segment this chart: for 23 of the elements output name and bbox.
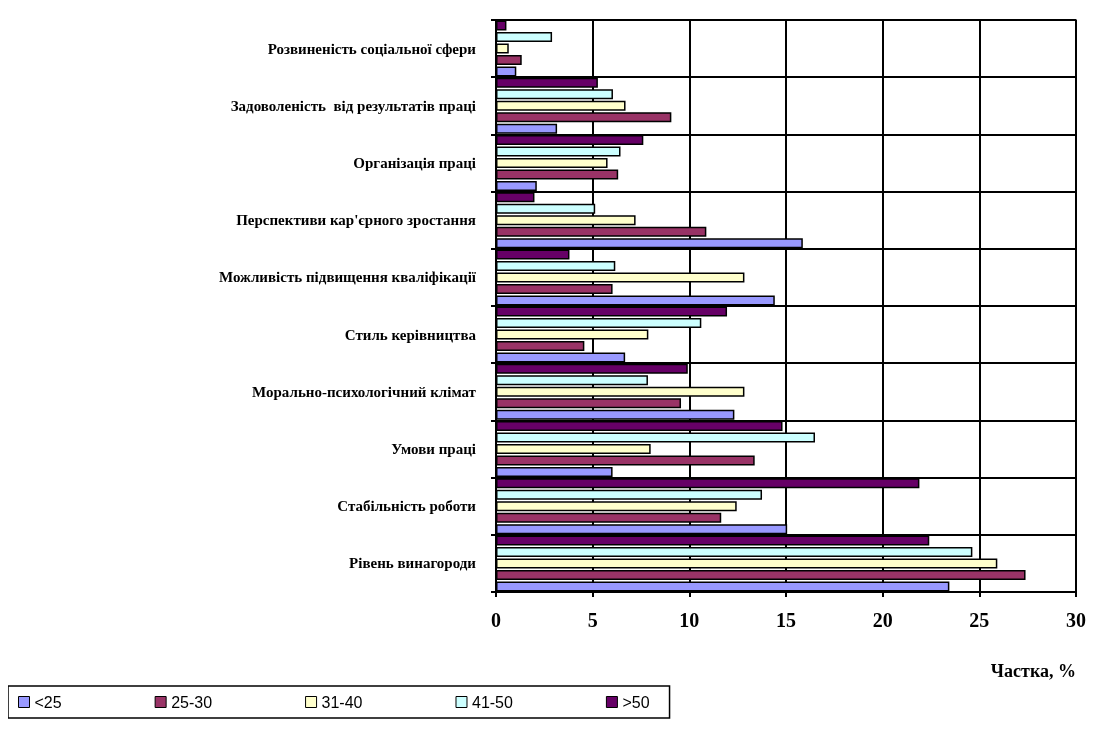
legend-label: 31-40 [321,693,363,711]
legend-label: <25 [34,693,62,711]
y-tick-label: Умови праці [391,441,476,457]
y-tick-label: Перспективи кар'єрного зростання [236,212,476,229]
y-tick-label: Морально-психологічний клімат [252,383,477,400]
x-axis-title: Частка, % [990,661,1076,681]
x-tick-label: 15 [776,609,796,631]
legend-label: 25-30 [171,693,213,711]
legend-label: 41-50 [471,693,514,711]
y-tick-label: Задоволеність від результатів праці [230,97,476,114]
legend-label: >50 [622,693,650,711]
y-tick-label: Рівень винагороди [349,555,477,572]
y-tick-label: Стабільність роботи [337,498,477,515]
y-tick-label: Розвиненість соціальної сфери [267,40,477,57]
x-tick-label: 5 [587,609,598,631]
x-tick-label: 25 [969,609,990,631]
y-tick-label: Організація праці [353,155,476,171]
x-tick-label: 30 [1066,609,1086,631]
x-tick-label: 0 [491,609,501,631]
x-tick-label: 20 [872,609,893,631]
y-tick-label: Можливість підвищення кваліфікації [218,269,477,286]
x-tick-label: 10 [679,609,700,631]
y-tick-label: Стиль керівництва [344,326,477,343]
